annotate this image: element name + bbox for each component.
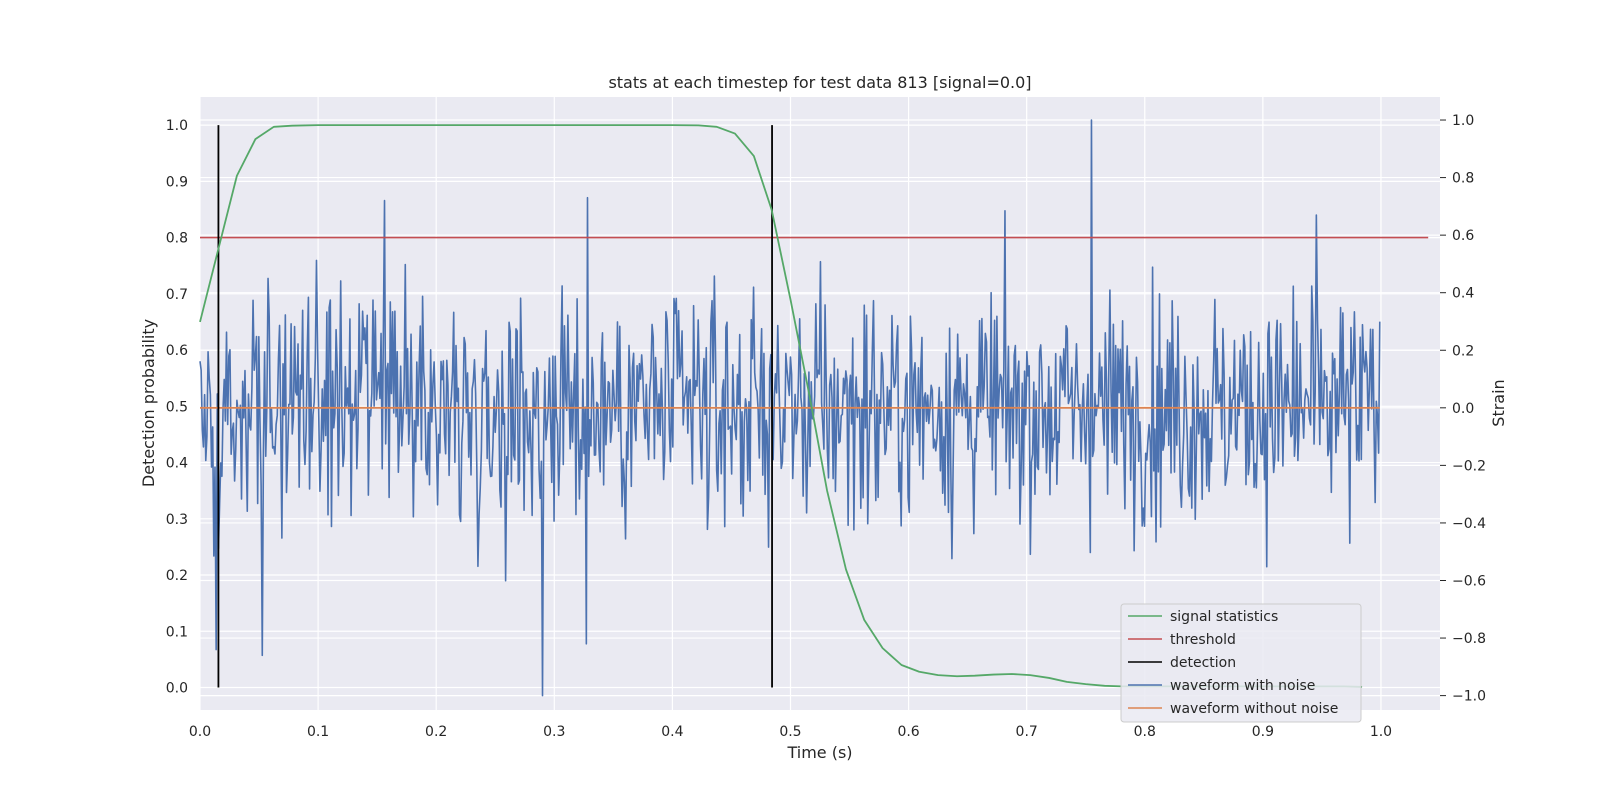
x-tick-label: 0.9 — [1252, 724, 1274, 740]
y-tick-label: 0.4 — [166, 456, 188, 472]
tick-layer: 0.0 0.1 0.2 0.3 0.4 0.5 0.6 0.7 0.8 0.9 1.0 0.0 0.1 0… — [166, 113, 1486, 740]
y2-tick-label: −0.8 — [1452, 631, 1486, 647]
y2-tick-label: 0.6 — [1452, 228, 1474, 244]
y2-tick-label: −0.6 — [1452, 573, 1486, 589]
y-tick-label: 0.9 — [166, 174, 188, 190]
y2-axis-label: Strain — [1489, 379, 1508, 426]
y-axis-label: Detection probability — [139, 319, 158, 487]
y2-tick-label: −0.4 — [1452, 516, 1486, 532]
x-tick-label: 0.0 — [189, 724, 211, 740]
x-tick-label: 1.0 — [1370, 724, 1392, 740]
legend-label-noise: waveform with noise — [1170, 678, 1315, 694]
x-tick-label: 0.1 — [307, 724, 329, 740]
x-tick-label: 0.8 — [1134, 724, 1156, 740]
y-tick-label: 0.0 — [166, 681, 188, 697]
chart-title: stats at each timestep for test data 813… — [608, 73, 1031, 92]
x-axis-label: Time (s) — [786, 743, 852, 762]
legend-label-signal: signal statistics — [1170, 609, 1278, 625]
x-tick-label: 0.4 — [661, 724, 683, 740]
y-tick-label: 0.8 — [166, 231, 188, 247]
x-tick-label: 0.3 — [543, 724, 565, 740]
y-tick-label: 0.3 — [166, 512, 188, 528]
y2-tick-label: 0.8 — [1452, 171, 1474, 187]
y-tick-label: 1.0 — [166, 118, 188, 134]
legend-label-clean: waveform without noise — [1170, 701, 1338, 717]
legend-label-detection: detection — [1170, 655, 1236, 671]
series-waveform-with-noise — [199, 119, 1381, 697]
y2-tick-label: 1.0 — [1452, 113, 1474, 129]
y2-tick-label: 0.0 — [1452, 401, 1474, 417]
y-tick-label: 0.7 — [166, 287, 188, 303]
y2-tick-label: −1.0 — [1452, 689, 1486, 705]
legend-label-threshold: threshold — [1170, 632, 1236, 648]
y-tick-label: 0.2 — [166, 568, 188, 584]
y2-tick-label: −0.2 — [1452, 458, 1486, 474]
x-tick-label: 0.7 — [1016, 724, 1038, 740]
series-layer — [199, 119, 1429, 697]
y2-tick-label: 0.2 — [1452, 343, 1474, 359]
x-tick-label: 0.5 — [779, 724, 801, 740]
legend: signal statistics threshold detection wa… — [1120, 603, 1362, 723]
y-tick-label: 0.1 — [166, 624, 188, 640]
x-tick-label: 0.2 — [425, 724, 447, 740]
y-tick-label: 0.5 — [166, 399, 188, 415]
y-tick-label: 0.6 — [166, 343, 188, 359]
y2-tick-label: 0.4 — [1452, 286, 1474, 302]
x-tick-label: 0.6 — [897, 724, 919, 740]
legend-box — [1120, 603, 1362, 723]
